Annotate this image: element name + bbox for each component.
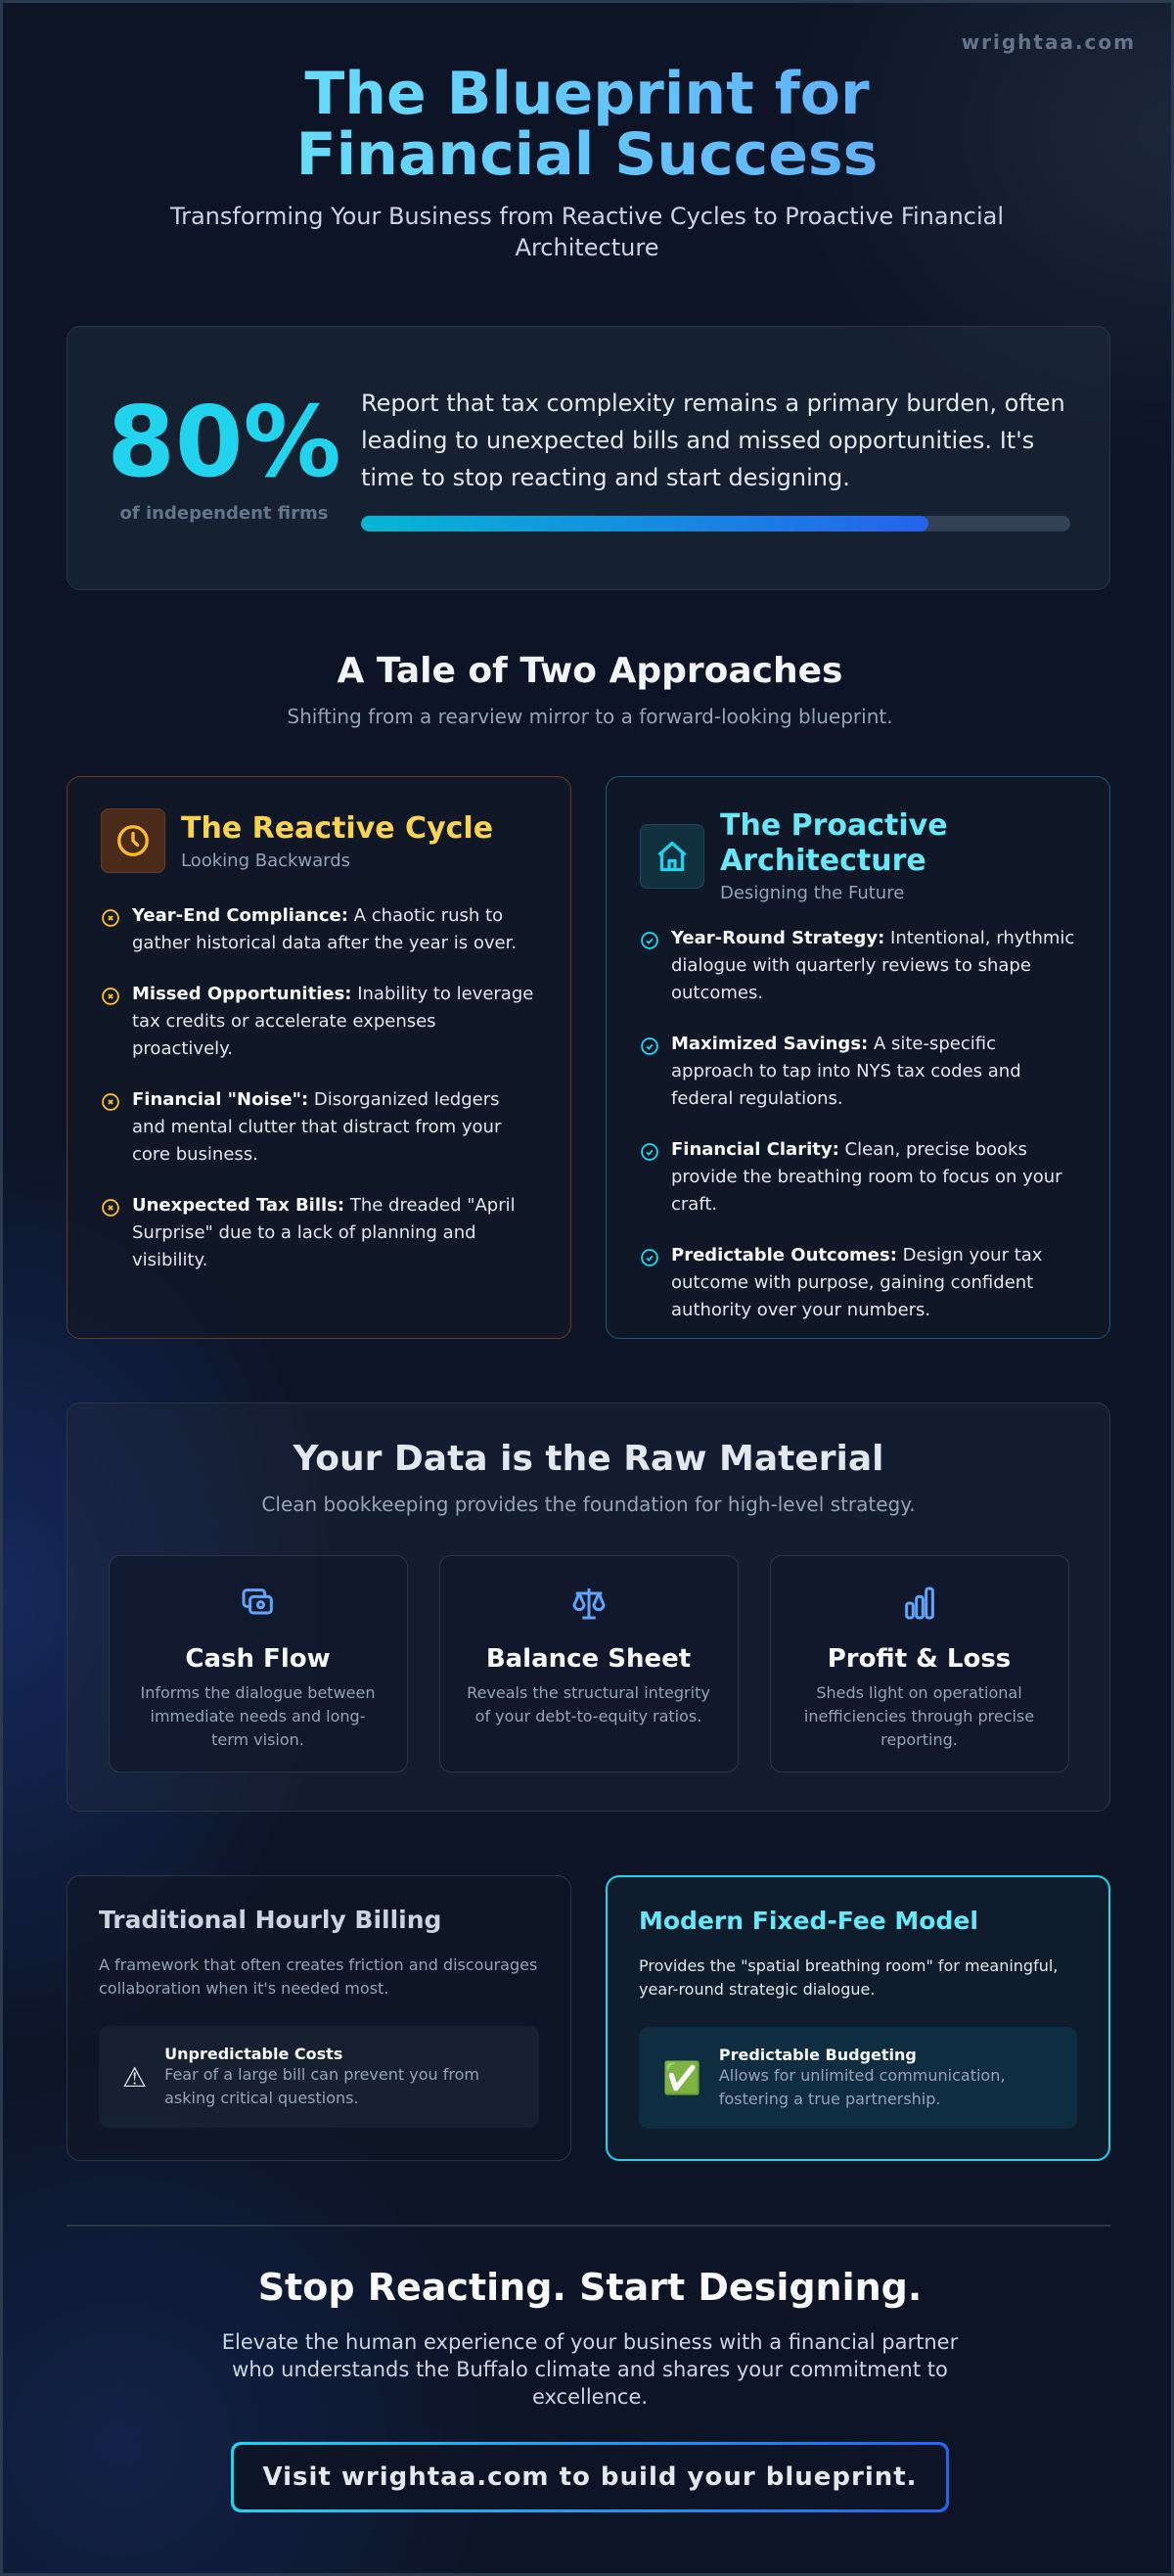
note-text: Allows for unlimited communication, fost… [718,2065,1006,2108]
section-title: A Tale of Two Approaches [337,651,843,691]
divider [67,2225,1110,2227]
section-subtitle: Clean bookkeeping provides the foundatio… [261,1493,916,1516]
reactive-card: The Reactive Cycle Looking Backwards Yea… [67,776,571,1339]
check-circle-icon [641,1249,658,1266]
hero: The Blueprint for Financial Success Tran… [3,3,1171,263]
success-note: ✅ Predictable Budgeting Allows for unlim… [639,2027,1077,2129]
proactive-subtitle: Designing the Future [720,883,905,903]
stat-label: of independent firms [119,502,329,524]
x-circle-icon [102,1093,119,1111]
tile-balance-sheet: Balance Sheet Reveals the structural int… [438,1555,739,1772]
cta-title: Stop Reacting. Start Designing. [257,2266,923,2309]
list-item: Year-End Compliance: A chaotic rush to g… [101,902,537,957]
clock-icon [101,808,165,873]
tile-title: Cash Flow [185,1644,331,1674]
brand-watermark: wrightaa.com [961,30,1136,54]
progress-fill [361,516,928,531]
item-text: Missed Opportunities: Inability to lever… [132,984,534,1059]
x-circle-icon [102,1199,119,1217]
warning-icon: ⚠ [122,2060,148,2093]
page-subtitle: Transforming Your Business from Reactive… [169,203,1005,261]
item-text: Unexpected Tax Bills: The dreaded "April… [132,1195,516,1270]
progress-bar [361,516,1070,531]
item-text: Year-Round Strategy: Intentional, rhythm… [671,928,1075,1003]
tile-title: Profit & Loss [827,1644,1012,1674]
scale-icon [572,1588,605,1620]
proactive-card: The Proactive Architecture Designing the… [606,776,1110,1339]
page-title: The Blueprint for Financial Success [147,64,1027,185]
item-text: Financial Clarity: Clean, precise books … [671,1139,1062,1215]
tile-text: Informs the dialogue between immediate n… [140,1683,376,1749]
warning-note: ⚠ Unpredictable Costs Fear of a large bi… [99,2026,539,2128]
list-item: Year-Round Strategy: Intentional, rhythm… [640,925,1076,1007]
stat-text: Report that tax complexity remains a pri… [361,390,1065,491]
list-item: Financial "Noise": Disorganized ledgers … [101,1086,537,1169]
stat-card: 80% of independent firms Report that tax… [67,326,1110,590]
cash-icon [241,1588,273,1615]
cta-section: Stop Reacting. Start Designing. Elevate … [3,2266,1174,2512]
data-section: Your Data is the Raw Material Clean book… [67,1403,1110,1812]
tile-profit-loss: Profit & Loss Sheds light on operational… [769,1555,1069,1772]
card-text: A framework that often creates friction … [99,1955,538,1998]
x-circle-icon [102,909,119,927]
stat-value: 80% [107,384,341,499]
check-circle-icon [641,1037,658,1055]
proactive-title: The Proactive Architecture [720,808,948,878]
item-text: Predictable Outcomes: Design your tax ou… [671,1245,1043,1320]
item-text: Year-End Compliance: A chaotic rush to g… [132,905,518,953]
section-subtitle: Shifting from a rearview mirror to a for… [287,705,893,728]
visit-website-button[interactable]: Visit wrightaa.com to build your bluepri… [231,2442,949,2512]
list-item: Financial Clarity: Clean, precise books … [640,1136,1076,1219]
list-item: Missed Opportunities: Inability to lever… [101,981,537,1063]
note-text: Fear of a large bill can prevent you fro… [164,2064,479,2107]
check-circle-icon [641,1143,658,1161]
house-icon [640,823,704,889]
note-title: Unpredictable Costs [164,2044,343,2063]
x-circle-icon [102,988,119,1005]
card-title: Modern Fixed-Fee Model [639,1907,978,1935]
list-item: Maximized Savings: A site-specific appro… [640,1031,1076,1113]
tile-title: Balance Sheet [485,1644,692,1674]
cta-text: Elevate the human experience of your bus… [221,2330,959,2409]
section-title: Your Data is the Raw Material [293,1439,884,1479]
check-mark-icon: ✅ [662,2059,701,2096]
note-title: Predictable Budgeting [718,2045,917,2064]
list-item: Unexpected Tax Bills: The dreaded "April… [101,1192,537,1274]
button-label: Visit wrightaa.com to build your bluepri… [234,2445,946,2509]
tile-text: Sheds light on operational inefficiencie… [803,1683,1035,1749]
bar-chart-icon [904,1587,934,1620]
item-text: Maximized Savings: A site-specific appro… [671,1034,1021,1109]
tile-cash-flow: Cash Flow Informs the dialogue between i… [108,1555,408,1772]
item-text: Financial "Noise": Disorganized ledgers … [132,1089,502,1165]
reactive-title: The Reactive Cycle [181,810,494,846]
card-title: Traditional Hourly Billing [99,1906,442,1934]
card-text: Provides the "spatial breathing room" fo… [639,1956,1059,1999]
tile-text: Reveals the structural integrity of your… [467,1683,710,1725]
hourly-billing-card: Traditional Hourly Billing A framework t… [67,1875,571,2161]
fixed-fee-card: Modern Fixed-Fee Model Provides the "spa… [606,1875,1110,2161]
list-item: Predictable Outcomes: Design your tax ou… [640,1242,1076,1324]
check-circle-icon [641,932,658,949]
reactive-subtitle: Looking Backwards [181,850,351,871]
tale-header: A Tale of Two Approaches Shifting from a… [3,651,1174,728]
